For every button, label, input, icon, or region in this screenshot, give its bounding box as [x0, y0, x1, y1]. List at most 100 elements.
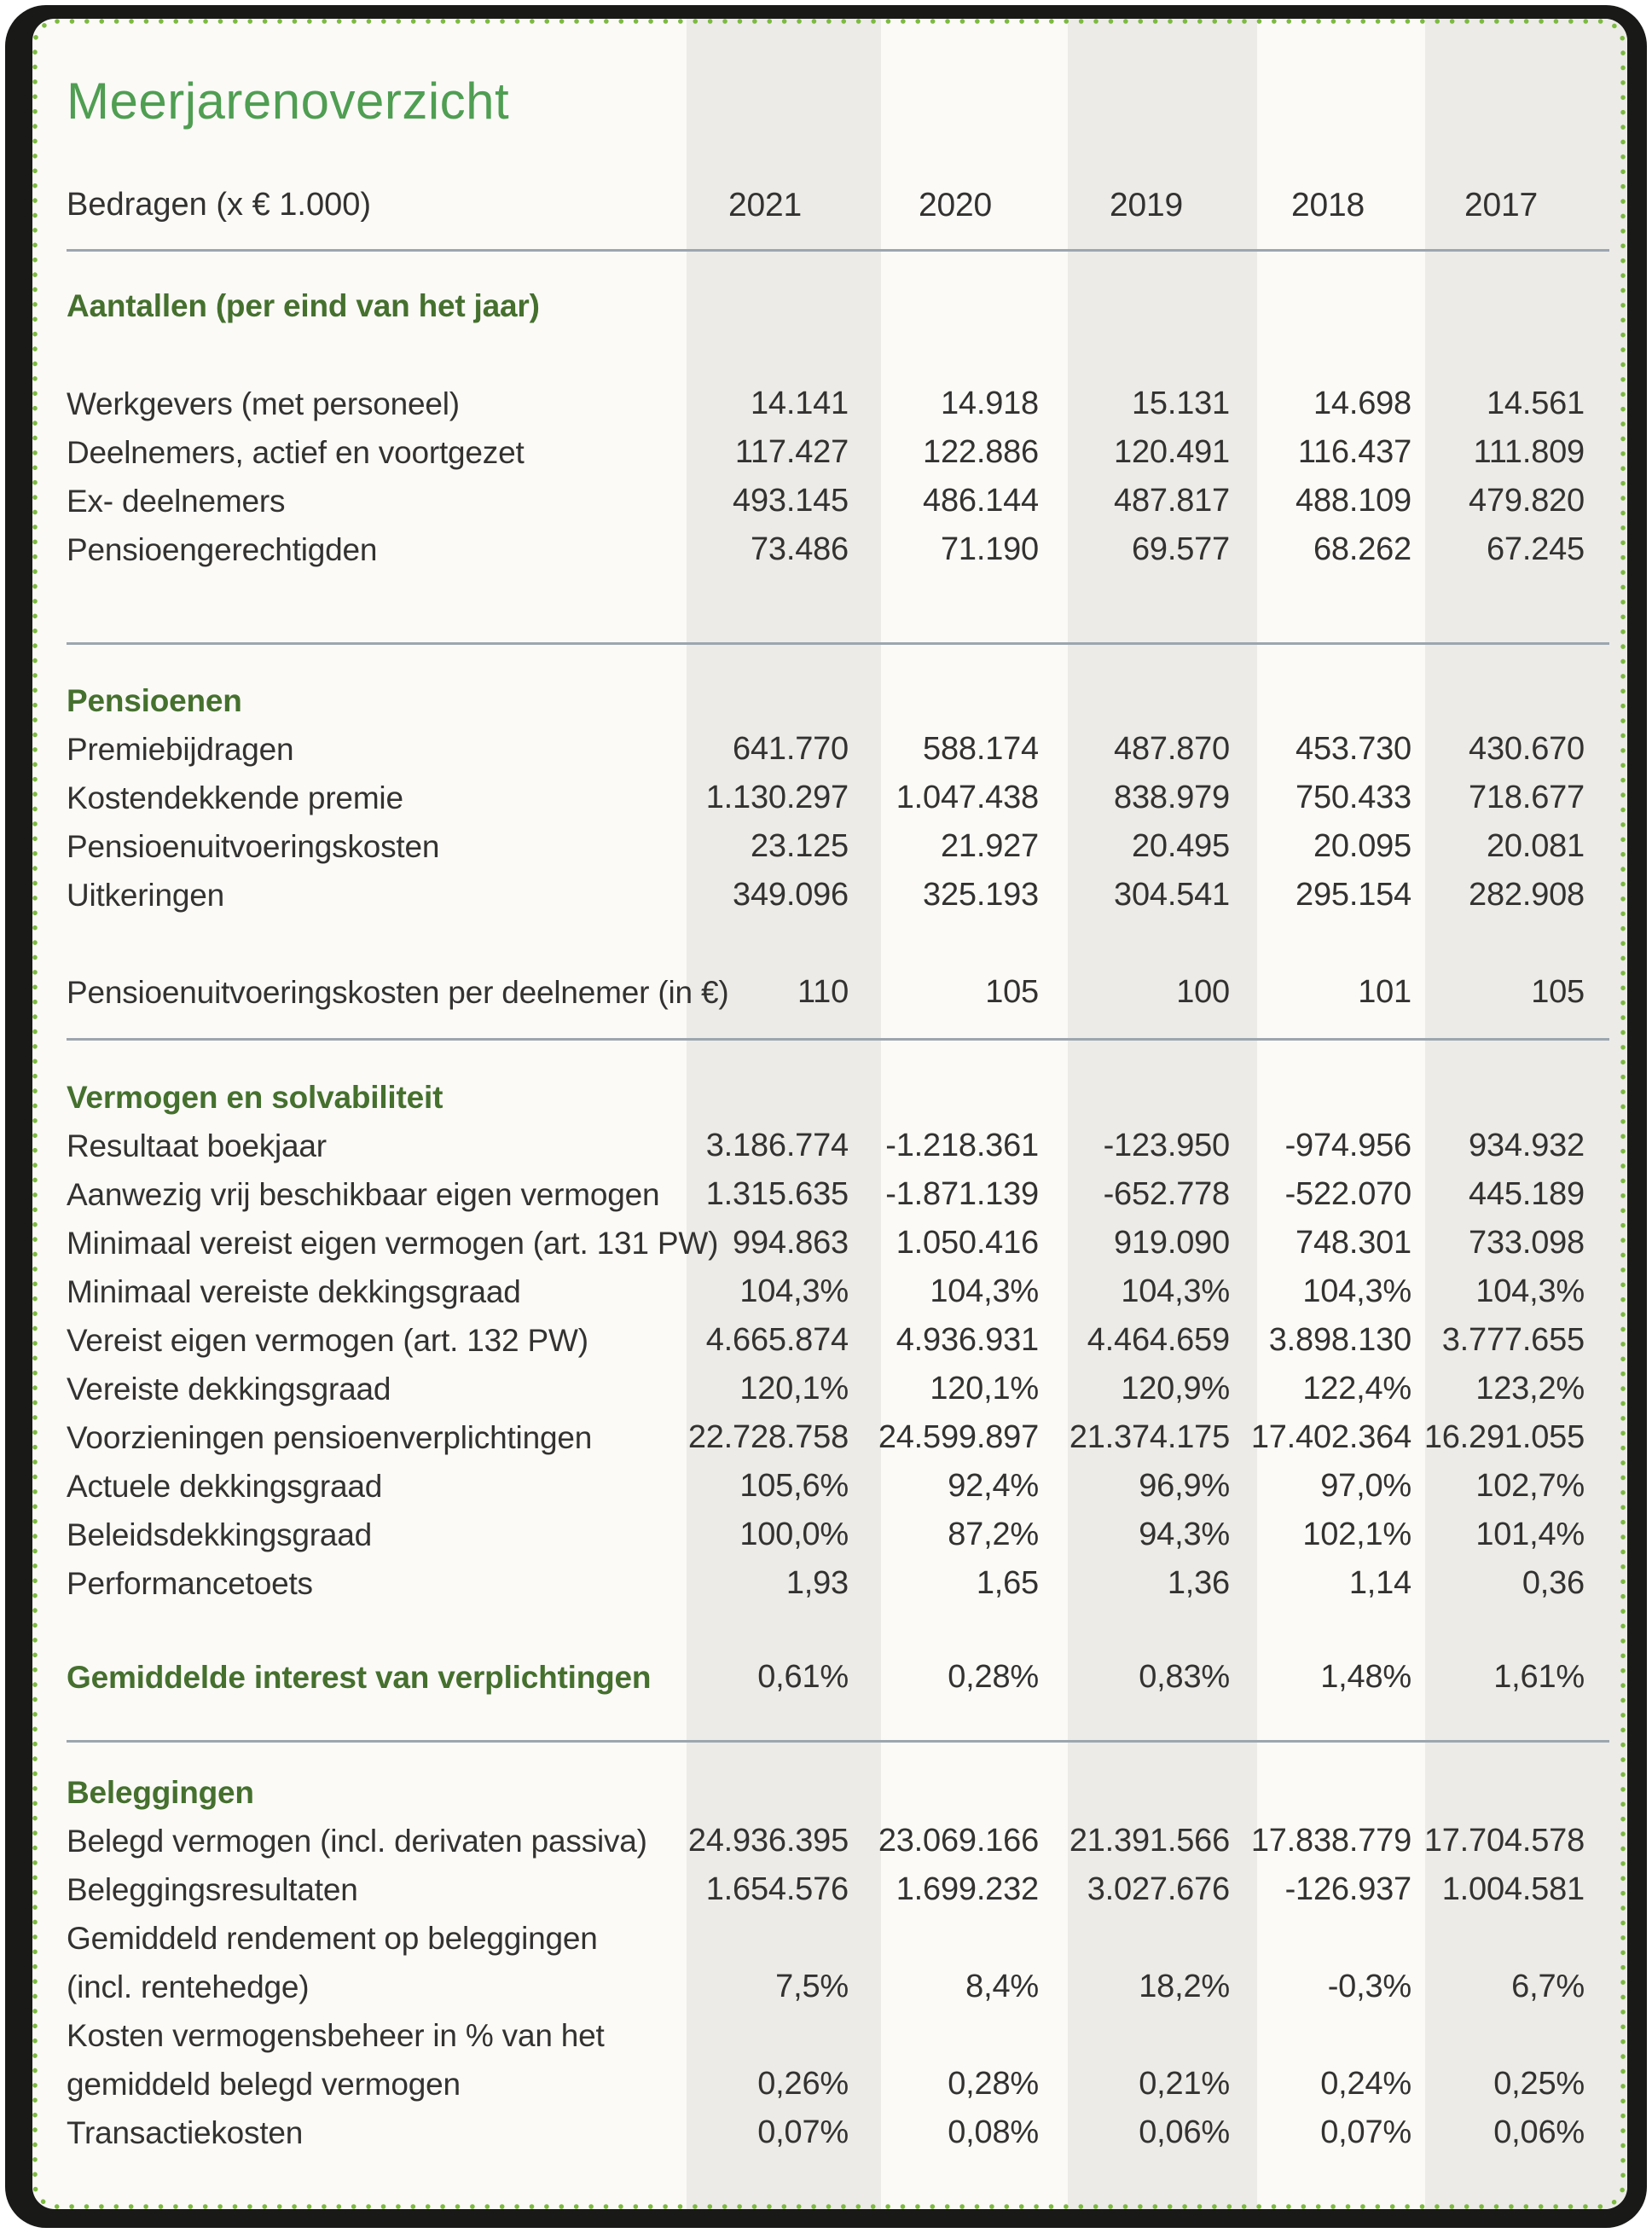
row-label: Kostendekkende premie [67, 780, 403, 815]
row-gap [67, 645, 1609, 676]
table-row: Pensioengerechtigden 73.486 71.190 69.577 68… [67, 525, 1609, 574]
cell-2019: 120,9% [1121, 1371, 1230, 1406]
cell-2017: 282.908 [1469, 877, 1585, 913]
cell-2018: 748.301 [1296, 1225, 1411, 1261]
year-header-2018: 2018 [1291, 186, 1365, 223]
section-heading-row: Pensioenen [67, 676, 1609, 725]
cell-2019: 94,3% [1139, 1517, 1230, 1552]
row-label: Vereiste dekkingsgraad [67, 1371, 391, 1406]
cell-2017: 0,06% [1493, 2114, 1585, 2150]
row-label: Minimaal vereiste dekkingsgraad [67, 1273, 521, 1309]
cell-2020: 120,1% [930, 1371, 1039, 1406]
cell-2020: 0,28% [948, 2066, 1039, 2102]
cell-2021: 493.145 [733, 483, 849, 519]
cell-2017: 111.809 [1473, 434, 1585, 470]
table-row: Vereiste dekkingsgraad 120,1% 120,1% 120,9%… [67, 1365, 1609, 1413]
cell-2017: 0,36 [1522, 1565, 1585, 1601]
cell-2017: 430.670 [1469, 731, 1585, 767]
table-header-row: Bedragen (x € 1.000) 2021 2020 2019 2018… [67, 181, 1609, 229]
cell-2021: 117.427 [734, 434, 849, 470]
cell-2017: 934.932 [1469, 1128, 1585, 1163]
cell-2021: 1,93 [785, 1565, 849, 1601]
cell-2018: 101 [1358, 974, 1411, 1010]
cell-2020: 1.050.416 [896, 1225, 1039, 1261]
table-row: Actuele dekkingsgraad 105,6% 92,4% 96,9% 97,… [67, 1462, 1609, 1511]
year-header-2021: 2021 [728, 186, 802, 223]
table-row: (incl. rentehedge) 7,5% 8,4% 18,2% -0,3% 6,7% [67, 1963, 1609, 2011]
cell-2017: 17.704.578 [1423, 1823, 1585, 1859]
cell-2021: 22.728.758 [687, 1419, 849, 1455]
cell-2021: 14.141 [750, 386, 849, 421]
cell-2017: 16.291.055 [1423, 1419, 1585, 1455]
row-label: Pensioenuitvoeringskosten [67, 828, 440, 864]
cell-2019: 120.491 [1114, 434, 1230, 470]
cell-2019: -123.950 [1103, 1128, 1231, 1163]
table-row: Transactiekosten 0,07% 0,08% 0,06% 0,07% 0,06… [67, 2108, 1609, 2157]
cell-2019: 838.979 [1114, 780, 1230, 815]
cell-2021: 73.486 [750, 531, 849, 567]
cell-2018: 1,48% [1320, 1659, 1411, 1695]
row-label: Uitkeringen [67, 877, 224, 913]
section-heading-row: Aantallen (per eind van het jaar) [67, 281, 1609, 330]
cell-2019: 3.027.676 [1087, 1871, 1230, 1907]
table-row: Pensioenuitvoeringskosten 23.125 21.927 20.… [67, 822, 1609, 871]
row-label: Resultaat boekjaar [67, 1128, 327, 1163]
cell-2018: -0,3% [1327, 1969, 1411, 2004]
cell-2017: 0,25% [1493, 2066, 1585, 2102]
cell-2020: 325.193 [923, 877, 1039, 913]
row-label: Beleggingsresultaten [67, 1871, 358, 1907]
row-label: Actuele dekkingsgraad [67, 1468, 383, 1504]
cell-2017: 67.245 [1486, 531, 1585, 567]
cell-2021: 24.936.395 [687, 1823, 849, 1859]
cell-2018: 295.154 [1296, 877, 1411, 913]
table-row: Werkgevers (met personeel) 14.141 14.918 15… [67, 380, 1609, 428]
cell-2017: 1,61% [1493, 1659, 1585, 1695]
table-row: Voorzieningen pensioenverplichtingen 22.7… [67, 1413, 1609, 1462]
cell-2018: 116.437 [1297, 434, 1411, 470]
table-row: Kostendekkende premie 1.130.297 1.047.438 8… [67, 774, 1609, 822]
row-label: Kosten vermogensbeheer in % van het [67, 2017, 605, 2053]
year-header-2017: 2017 [1464, 186, 1538, 223]
row-label: Ex- deelnemers [67, 483, 286, 519]
cell-2017: 20.081 [1486, 828, 1585, 864]
table-row: Vereist eigen vermogen (art. 132 PW) 4.66… [67, 1316, 1609, 1365]
cell-2021: 23.125 [750, 828, 849, 864]
row-label: Deelnemers, actief en voortgezet [67, 434, 525, 470]
row-label: Gemiddeld rendement op beleggingen [67, 1920, 598, 1956]
cell-2017: 445.189 [1469, 1176, 1585, 1212]
cell-2017: 101,4% [1475, 1517, 1585, 1552]
table-row: Premiebijdragen 641.770 588.174 487.870 453.… [67, 725, 1609, 774]
cell-2020: 21.927 [940, 828, 1039, 864]
row-label: Belegd vermogen (incl. derivaten passiva… [67, 1823, 647, 1859]
header-divider [67, 249, 1609, 252]
cell-2017: 104,3% [1475, 1273, 1585, 1309]
cell-2021: 7,5% [775, 1969, 849, 2004]
cell-2019: 96,9% [1139, 1468, 1230, 1504]
cell-2021: 1.654.576 [705, 1871, 849, 1907]
table-body: Aantallen (per eind van het jaar) Werkgev… [67, 281, 1609, 2157]
cell-2020: 14.918 [940, 386, 1039, 421]
cell-2020: 1.699.232 [896, 1871, 1039, 1907]
table-row: Minimaal vereist eigen vermogen (art. 13… [67, 1219, 1609, 1267]
row-label: Transactiekosten [67, 2114, 304, 2150]
cell-2017: 479.820 [1469, 483, 1585, 519]
cell-2019: 487.817 [1114, 483, 1230, 519]
cell-2019: 15.131 [1131, 386, 1230, 421]
cell-2019: 919.090 [1114, 1225, 1230, 1261]
cell-2018: 17.402.364 [1250, 1419, 1411, 1455]
cell-2021: 1.315.635 [705, 1176, 849, 1212]
row-label: Premiebijdragen [67, 731, 294, 767]
cell-2017: 3.777.655 [1441, 1322, 1585, 1358]
page-title: Meerjarenoverzicht [67, 72, 510, 130]
cell-2021: 0,61% [757, 1659, 849, 1695]
cell-2018: 17.838.779 [1250, 1823, 1411, 1859]
cell-2020: 1,65 [976, 1565, 1039, 1601]
section-heading-row: Vermogen en solvabiliteit [67, 1073, 1609, 1122]
cell-2018: 122,4% [1302, 1371, 1411, 1406]
year-header-2019: 2019 [1110, 186, 1183, 223]
row-label: Beleidsdekkingsgraad [67, 1517, 373, 1552]
section-heading-row: Beleggingen [67, 1768, 1609, 1817]
table-row: Uitkeringen 349.096 325.193 304.541 295.154 2… [67, 871, 1609, 919]
cell-2020: 0,28% [948, 1659, 1039, 1695]
cell-2019: 21.391.566 [1069, 1823, 1230, 1859]
